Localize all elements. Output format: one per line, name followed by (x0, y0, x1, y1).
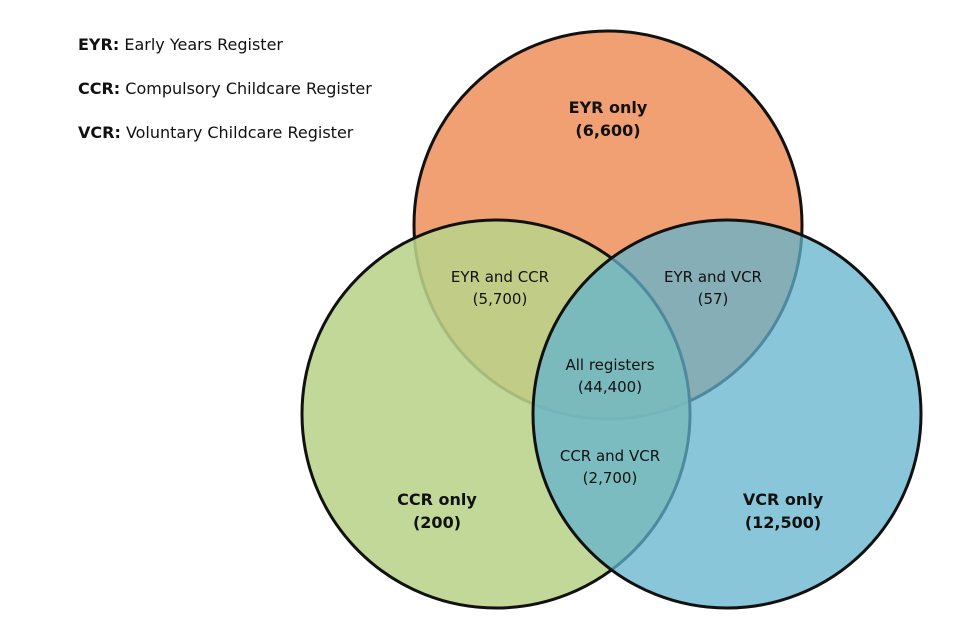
eyr-ccr-label: EYR and CCR (451, 268, 549, 286)
legend-item-eyr: EYR: Early Years Register (78, 34, 372, 56)
vcr-only-label: VCR only (743, 490, 824, 509)
eyr-ccr-count: (5,700) (473, 290, 528, 308)
legend-text-ccr: Compulsory Childcare Register (125, 79, 372, 98)
legend-item-vcr: VCR: Voluntary Childcare Register (78, 122, 372, 144)
region-ccr-vcr: CCR and VCR (2,700) (560, 447, 660, 487)
eyr-vcr-count: (57) (698, 290, 729, 308)
ccr-only-count: (200) (413, 513, 461, 532)
legend-abbr-eyr: EYR: (78, 35, 120, 54)
vcr-only-count: (12,500) (745, 513, 821, 532)
eyr-only-count: (6,600) (575, 121, 640, 140)
region-vcr-only: VCR only (12,500) (743, 490, 824, 532)
region-all: All registers (44,400) (565, 356, 654, 396)
legend-abbr-ccr: CCR: (78, 79, 121, 98)
region-eyr-only: EYR only (6,600) (569, 98, 648, 140)
legend-text-eyr: Early Years Register (124, 35, 283, 54)
legend: EYR: Early Years Register CCR: Compulsor… (78, 34, 372, 166)
legend-abbr-vcr: VCR: (78, 123, 121, 142)
region-ccr-only: CCR only (200) (397, 490, 477, 532)
legend-item-ccr: CCR: Compulsory Childcare Register (78, 78, 372, 100)
region-eyr-ccr: EYR and CCR (5,700) (451, 268, 549, 308)
ccr-only-label: CCR only (397, 490, 477, 509)
region-eyr-vcr: EYR and VCR (57) (664, 268, 762, 308)
eyr-vcr-label: EYR and VCR (664, 268, 762, 286)
ccr-vcr-label: CCR and VCR (560, 447, 660, 465)
legend-text-vcr: Voluntary Childcare Register (125, 123, 354, 142)
all-registers-count: (44,400) (578, 378, 642, 396)
all-registers-label: All registers (565, 356, 654, 374)
vcr-circle (531, 218, 923, 610)
eyr-only-label: EYR only (569, 98, 648, 117)
ccr-vcr-count: (2,700) (583, 469, 638, 487)
